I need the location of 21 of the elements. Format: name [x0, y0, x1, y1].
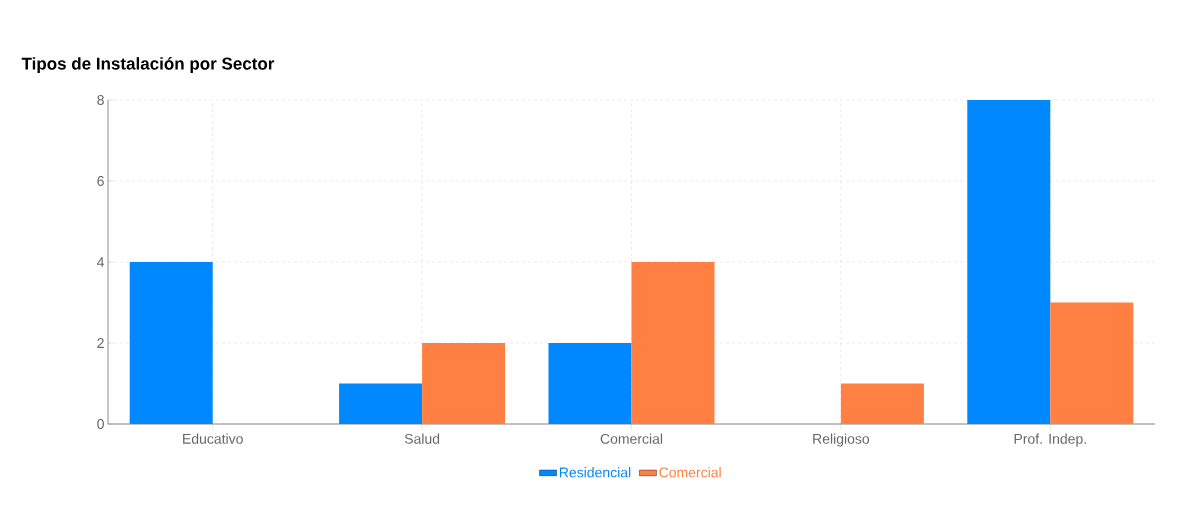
legend-label: Residencial: [559, 467, 631, 478]
x-tick-label: Educativo: [183, 433, 243, 444]
legend-label: Comercial: [659, 467, 721, 478]
bar: [339, 383, 423, 424]
bar: [840, 383, 924, 424]
y-tick-label: 2: [97, 338, 104, 348]
bar: [129, 262, 213, 424]
bar: [422, 343, 506, 424]
x-tick-label: Comercial: [600, 433, 663, 444]
y-tick-label: 8: [97, 95, 104, 105]
y-tick-label: 0: [97, 419, 104, 429]
x-tick-label: Prof. Indep.: [1014, 433, 1086, 447]
bar: [967, 100, 1051, 424]
y-tick-label: 6: [97, 176, 104, 186]
chart-title: Tipos de Instalación por Sector: [21, 57, 275, 73]
bar: [631, 262, 715, 424]
y-tick-label: 4: [97, 257, 105, 267]
x-tick-label: Salud: [404, 433, 440, 444]
bar: [548, 343, 632, 424]
bar: [1050, 302, 1134, 424]
x-tick-label: Religioso: [813, 433, 870, 447]
